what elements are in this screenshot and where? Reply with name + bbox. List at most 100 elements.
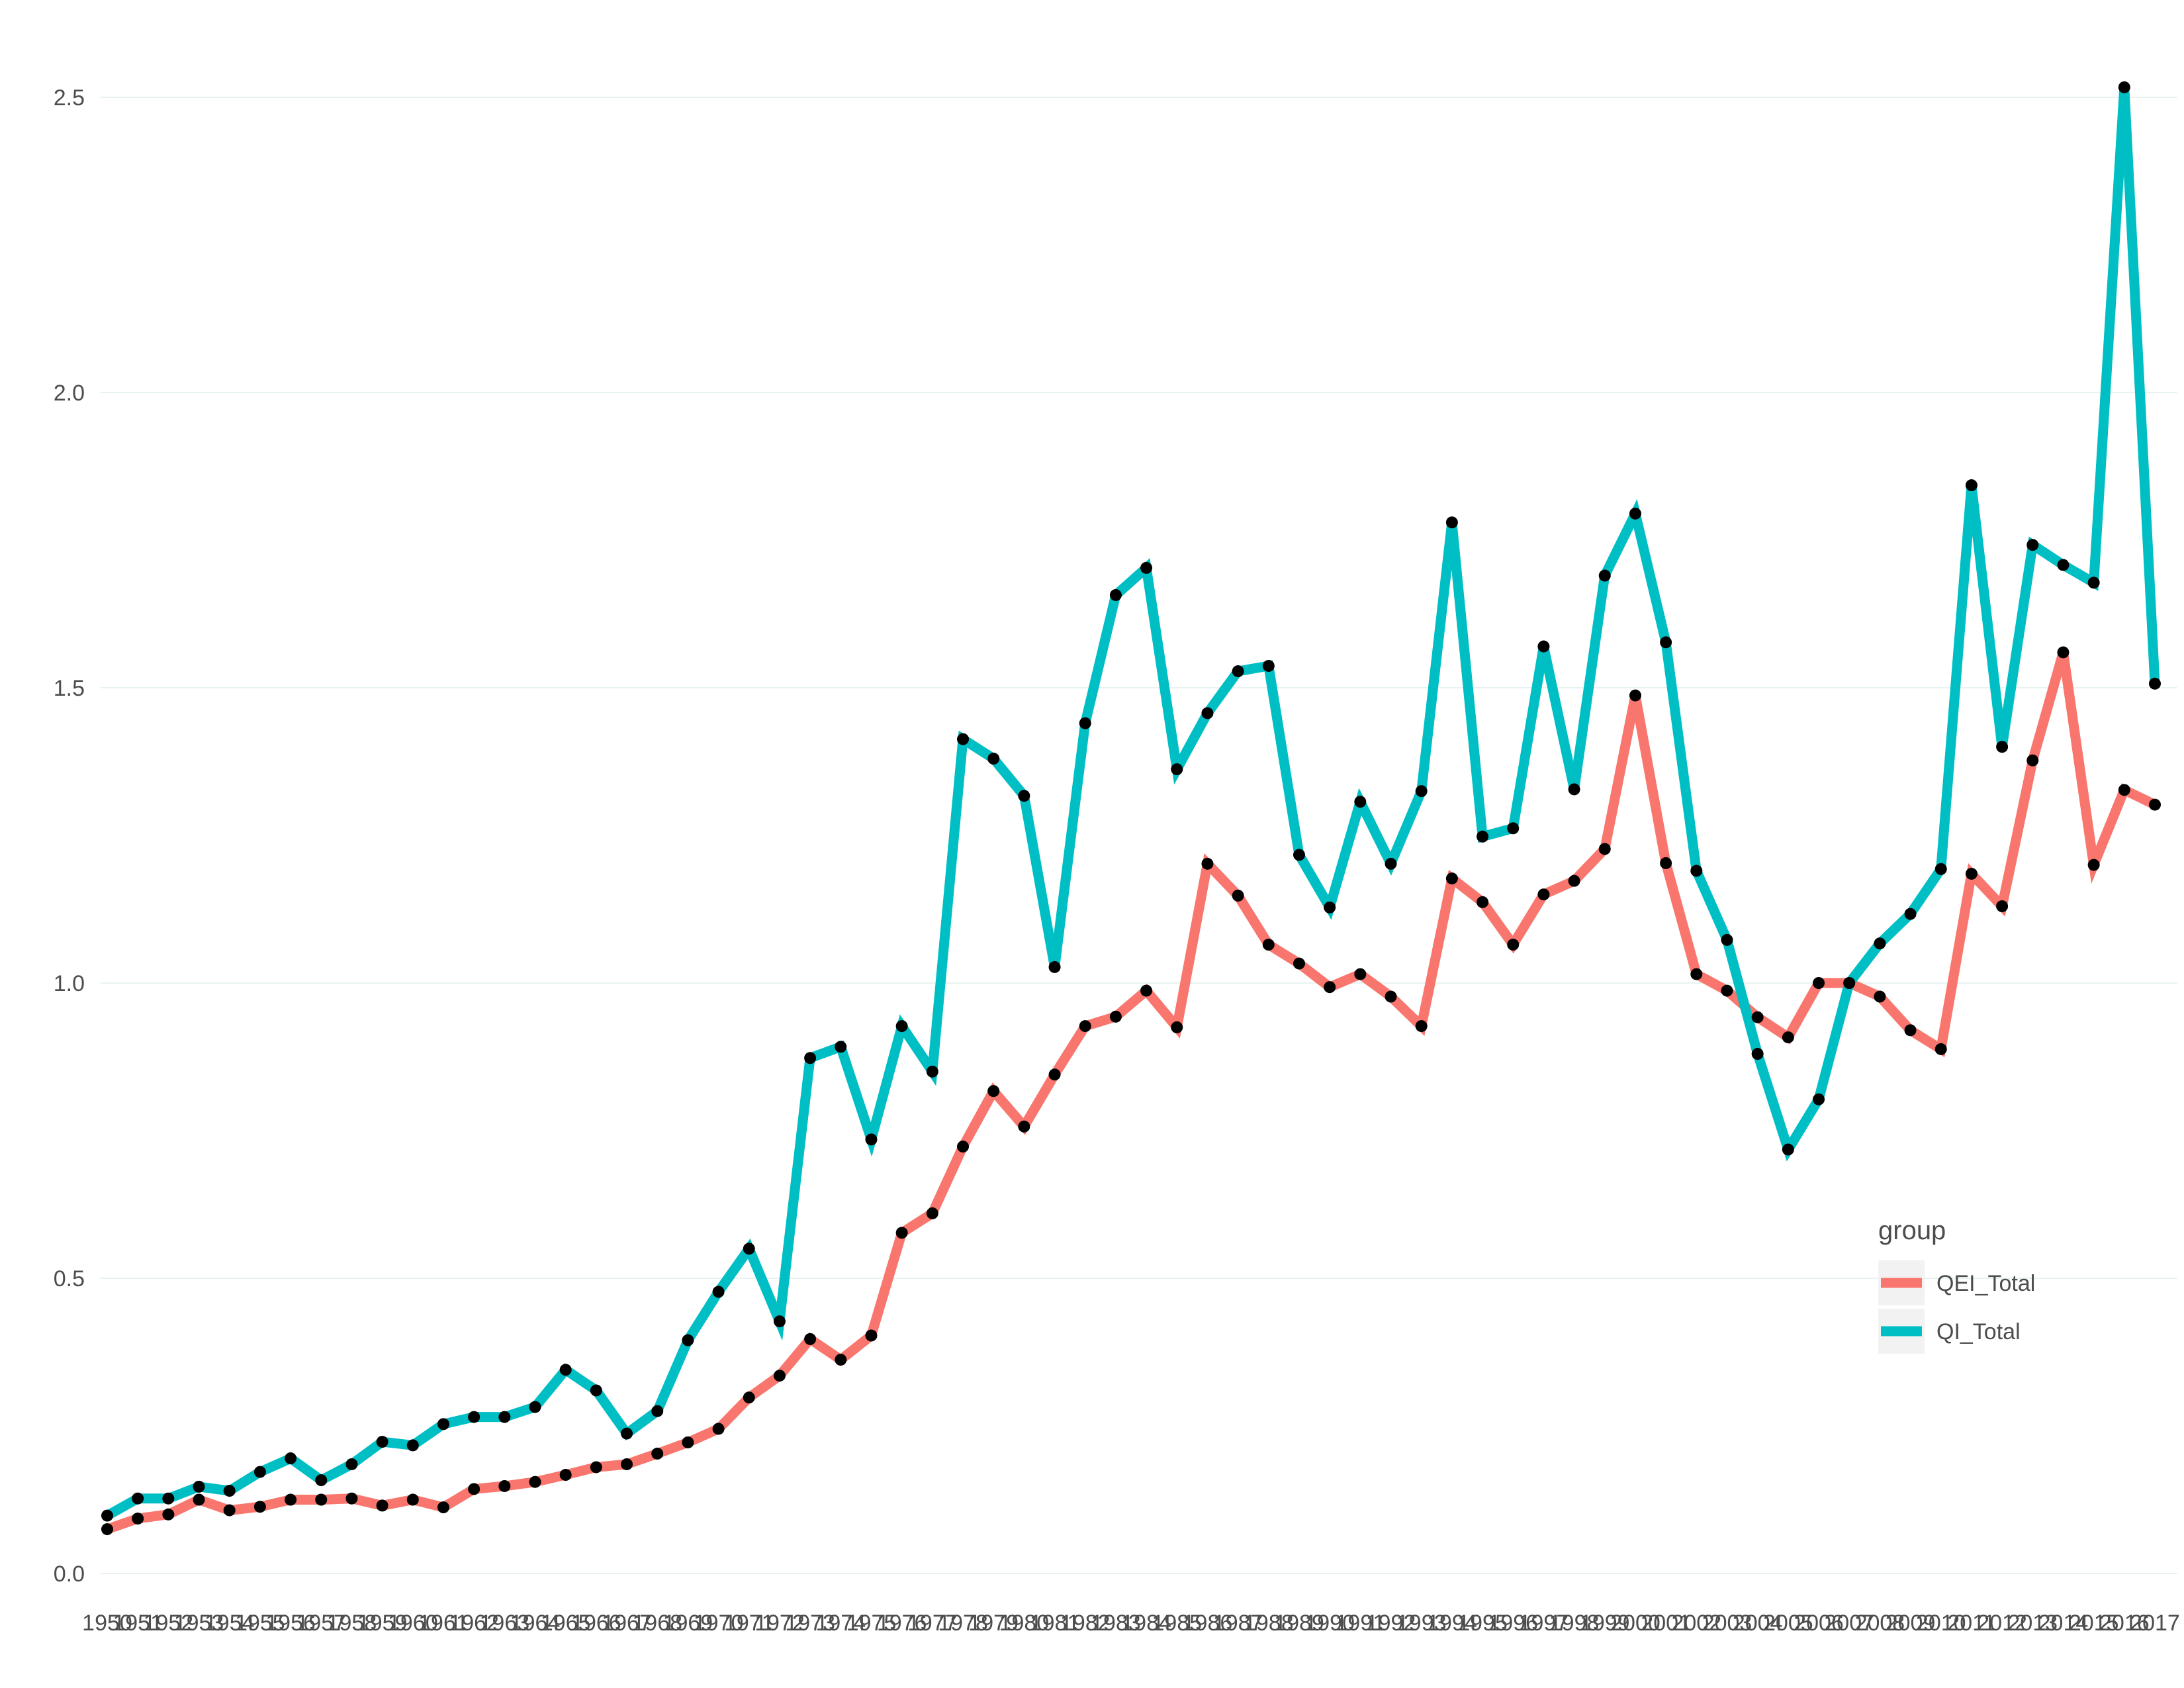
series-points bbox=[101, 81, 2161, 1536]
data-point-QI_Total bbox=[2087, 577, 2100, 589]
data-point-QEI_Total bbox=[1629, 689, 1641, 702]
x-tick-label: 2002 bbox=[1671, 1611, 1721, 1636]
data-point-QEI_Total bbox=[101, 1523, 113, 1536]
data-point-QEI_Total bbox=[1445, 872, 1458, 885]
data-point-QEI_Total bbox=[957, 1141, 970, 1153]
data-point-QEI_Total bbox=[162, 1508, 175, 1521]
x-tick-label: 1993 bbox=[1396, 1611, 1447, 1636]
x-tick-label: 1987 bbox=[1213, 1611, 1263, 1636]
data-point-QI_Total bbox=[1324, 901, 1336, 914]
y-tick-label: 0.0 bbox=[54, 1562, 85, 1587]
data-point-QEI_Total bbox=[1171, 1021, 1183, 1033]
x-tick-label: 1991 bbox=[1336, 1611, 1386, 1636]
x-tick-label: 1965 bbox=[541, 1611, 591, 1636]
x-tick-label: 2009 bbox=[1886, 1611, 1936, 1636]
data-point-QI_Total bbox=[957, 733, 970, 745]
data-point-QI_Total bbox=[1048, 961, 1061, 973]
data-point-QI_Total bbox=[651, 1405, 664, 1417]
data-point-QEI_Total bbox=[651, 1447, 664, 1460]
y-tick-label: 2.5 bbox=[54, 85, 85, 111]
x-tick-label: 1978 bbox=[938, 1611, 988, 1636]
data-point-QI_Total bbox=[1477, 830, 1489, 843]
x-tick-label: 1974 bbox=[815, 1611, 866, 1636]
x-tick-label: 2010 bbox=[1916, 1611, 1966, 1636]
data-point-QEI_Total bbox=[1324, 981, 1336, 994]
x-tick-label: 2005 bbox=[1763, 1611, 1813, 1636]
data-point-QEI_Total bbox=[2118, 784, 2130, 796]
gridlines bbox=[101, 97, 2177, 1574]
y-tick-label: 1.5 bbox=[54, 676, 85, 701]
data-point-QEI_Total bbox=[1415, 1020, 1428, 1033]
x-tick-label: 2007 bbox=[1824, 1611, 1874, 1636]
data-point-QI_Total bbox=[1354, 796, 1367, 808]
x-tick-label: 1970 bbox=[694, 1611, 744, 1636]
x-tick-label: 1954 bbox=[205, 1611, 255, 1636]
x-tick-label: 1964 bbox=[510, 1611, 561, 1636]
x-tick-label: 1996 bbox=[1488, 1611, 1538, 1636]
data-point-QEI_Total bbox=[1782, 1031, 1794, 1044]
data-point-QI_Total bbox=[285, 1452, 297, 1465]
data-point-QEI_Total bbox=[1018, 1120, 1030, 1133]
data-point-QEI_Total bbox=[193, 1493, 205, 1506]
data-point-QI_Total bbox=[1721, 933, 1733, 946]
data-point-QI_Total bbox=[1232, 665, 1244, 678]
x-tick-label: 1998 bbox=[1549, 1611, 1600, 1636]
x-tick-label: 1951 bbox=[113, 1611, 163, 1636]
x-tick-label: 1989 bbox=[1274, 1611, 1324, 1636]
x-tick-label: 1999 bbox=[1580, 1611, 1630, 1636]
data-point-QI_Total bbox=[2026, 539, 2039, 551]
data-point-QI_Total bbox=[743, 1243, 755, 1255]
data-point-QI_Total bbox=[2149, 677, 2161, 690]
data-point-QI_Total bbox=[1843, 977, 1856, 989]
data-point-QI_Total bbox=[804, 1052, 817, 1064]
x-tick-label: 1967 bbox=[602, 1611, 652, 1636]
x-tick-label: 1992 bbox=[1366, 1611, 1416, 1636]
data-point-QI_Total bbox=[1690, 865, 1703, 877]
y-axis-tick-labels: 0.0 0.5 1.0 1.5 2.0 2.5 bbox=[54, 85, 85, 1587]
data-point-QI_Total bbox=[926, 1065, 938, 1078]
x-tick-label: 1962 bbox=[449, 1611, 499, 1636]
x-tick-label: 2006 bbox=[1794, 1611, 1844, 1636]
data-point-QI_Total bbox=[2118, 81, 2130, 93]
data-point-QEI_Total bbox=[1934, 1043, 1947, 1055]
x-tick-label: 1977 bbox=[907, 1611, 958, 1636]
data-point-QEI_Total bbox=[2057, 646, 2070, 659]
x-tick-label: 1983 bbox=[1091, 1611, 1141, 1636]
data-point-QEI_Total bbox=[1079, 1020, 1091, 1033]
data-point-QEI_Total bbox=[1751, 1011, 1764, 1023]
data-point-QEI_Total bbox=[835, 1354, 847, 1366]
data-point-QI_Total bbox=[712, 1286, 725, 1298]
data-point-QEI_Total bbox=[1813, 977, 1825, 989]
x-axis-tick-labels: 1950195119521953195419551956195719581959… bbox=[82, 1611, 2180, 1636]
data-point-QEI_Total bbox=[376, 1499, 388, 1512]
data-point-QEI_Total bbox=[1262, 939, 1275, 951]
data-point-QI_Total bbox=[253, 1466, 266, 1478]
data-point-QEI_Total bbox=[1568, 874, 1580, 887]
x-tick-label: 1952 bbox=[144, 1611, 194, 1636]
data-point-QI_Total bbox=[2057, 559, 2070, 571]
data-point-QI_Total bbox=[1934, 863, 1947, 875]
data-point-QI_Total bbox=[1813, 1093, 1825, 1105]
data-point-QI_Total bbox=[1109, 588, 1122, 601]
data-point-QEI_Total bbox=[2087, 859, 2100, 871]
data-point-QEI_Total bbox=[315, 1493, 328, 1506]
data-point-QI_Total bbox=[1018, 790, 1030, 802]
data-point-QI_Total bbox=[895, 1020, 908, 1033]
data-point-QI_Total bbox=[1293, 849, 1305, 861]
data-point-QI_Total bbox=[835, 1041, 847, 1053]
data-point-QI_Total bbox=[1079, 717, 1091, 729]
x-tick-label: 1973 bbox=[785, 1611, 835, 1636]
x-tick-label: 1979 bbox=[968, 1611, 1019, 1636]
y-tick-label: 0.5 bbox=[54, 1266, 85, 1291]
x-tick-label: 2004 bbox=[1733, 1611, 1783, 1636]
data-point-QI_Total bbox=[682, 1334, 694, 1346]
data-point-QEI_Total bbox=[1385, 990, 1397, 1003]
x-tick-label: 2011 bbox=[1947, 1611, 1995, 1636]
data-point-QEI_Total bbox=[1660, 857, 1672, 869]
data-point-QI_Total bbox=[1201, 707, 1214, 720]
x-tick-label: 1986 bbox=[1183, 1611, 1233, 1636]
data-point-QEI_Total bbox=[1721, 984, 1733, 997]
data-point-QI_Total bbox=[1568, 783, 1580, 796]
data-point-QEI_Total bbox=[1537, 888, 1550, 901]
data-point-QI_Total bbox=[132, 1492, 144, 1505]
